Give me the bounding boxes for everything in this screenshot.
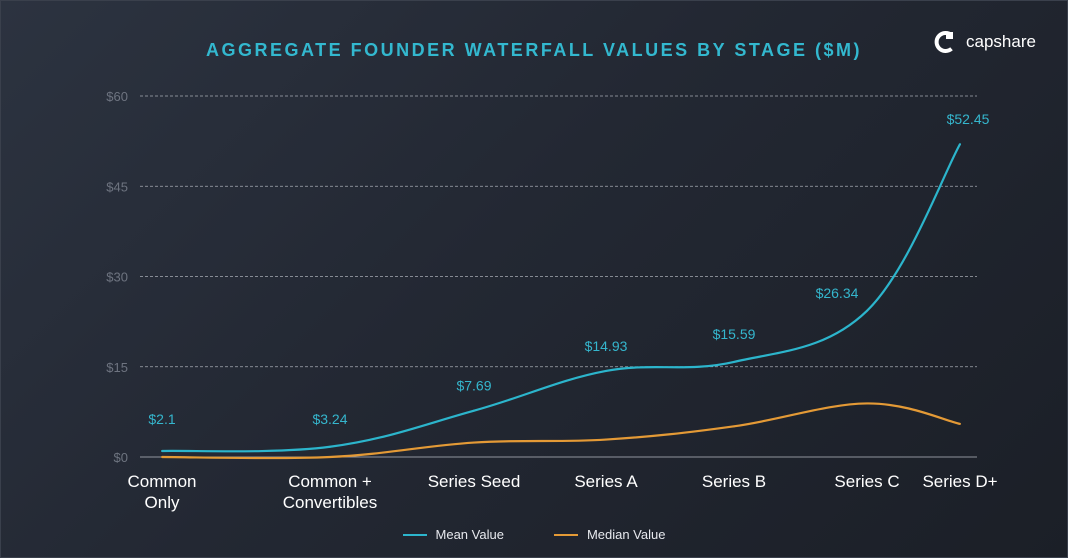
median-value-point [473,441,475,444]
mean-data-label: $14.93 [585,338,628,354]
line-chart: $0 $15 $30 $45 $60 Common Only Common + Converti… [106,89,997,512]
y-tick-label: $0 [114,450,128,465]
y-tick-label: $45 [106,179,128,194]
median-value-point [161,456,163,458]
legend-item-mean: Mean Value [402,527,504,542]
x-tick-label: Series C [834,472,899,491]
median-value-point [733,425,735,428]
mean-data-label: $26.34 [816,285,859,301]
y-tick-label: $60 [106,89,128,104]
legend-label-median: Median Value [586,527,666,542]
x-tick-label: Series B [702,472,766,491]
median-value-point [329,456,331,458]
mean-value-point [866,309,868,312]
mean-data-label: $15.59 [713,326,756,342]
mean-value-point [605,369,607,372]
mean-value-point [959,143,961,146]
x-tick-label: Series Seed [428,472,521,491]
legend-label-mean: Mean Value [435,527,504,542]
chart-title: AGGREGATE FOUNDER WATERFALL VALUES BY ST… [205,40,863,60]
mean-value-point [161,449,163,452]
mean-data-label: $3.24 [312,411,347,427]
x-tick-label: Common Only [128,472,197,512]
legend: Mean Value Median Value [0,527,1068,542]
mean-data-label: $2.1 [148,411,175,427]
y-tick-label: $30 [106,270,128,285]
legend-swatch-mean [402,533,427,536]
x-tick-label: Series D+ [922,472,997,491]
median-value-point [959,422,961,425]
x-tick-label: Series A [574,472,638,491]
x-tick-label: Common + Convertibles [283,472,378,512]
mean-data-label: $52.45 [947,111,990,127]
median-value-point [605,438,607,441]
mean-data-label: $7.69 [456,378,491,394]
mean-value-point [473,409,475,412]
mean-value-point [733,360,735,363]
y-tick-label: $15 [106,360,128,375]
mean-value-point [329,445,331,448]
legend-item-median: Median Value [553,527,666,542]
median-value-point [866,402,868,405]
capshare-logo[interactable]: capshare [934,28,1036,56]
legend-swatch-median [553,533,578,536]
capshare-logo-icon [934,31,953,53]
logo-text: capshare [966,32,1036,51]
